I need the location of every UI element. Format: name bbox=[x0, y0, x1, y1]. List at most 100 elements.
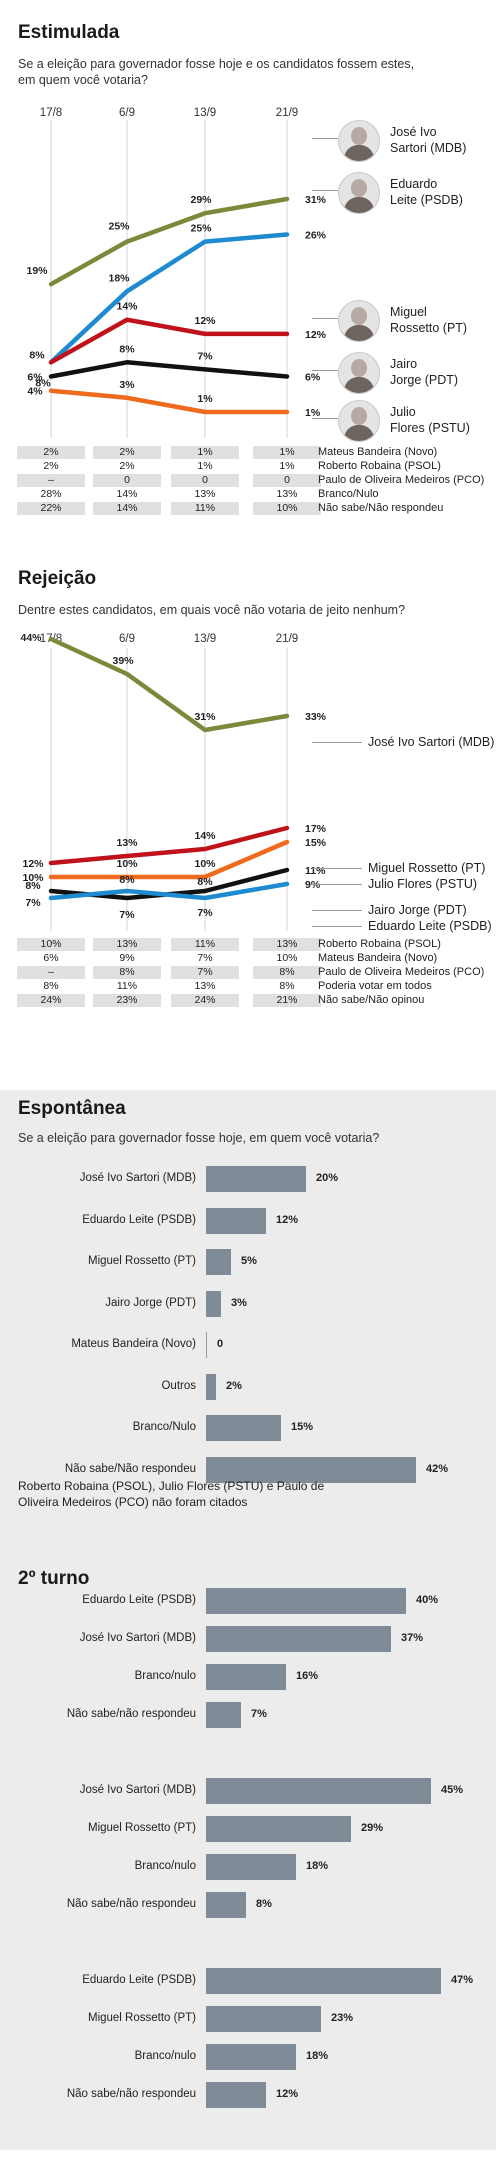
bar-value-eduardo-leite-psdb: 40% bbox=[416, 1594, 439, 1606]
table-cell: 8% bbox=[253, 980, 322, 993]
data-label-julio-flores-pstu-2: 10% bbox=[194, 858, 216, 870]
bar-nao-sabe-nao-respondeu bbox=[206, 1456, 416, 1483]
table-row: 24% 23% 24% 21% Não sabe/Não opinou bbox=[17, 994, 488, 1007]
data-label-julio-flores-pstu-3: 15% bbox=[305, 837, 327, 849]
bar-jose-ivo-sartori-mdb bbox=[206, 1626, 391, 1652]
data-label-eduardo-leite-psdb-2: 7% bbox=[197, 907, 213, 919]
bar-miguel-rossetto-pt bbox=[206, 2006, 321, 2032]
data-label-eduardo-leite-psdb-1: 8% bbox=[119, 874, 135, 886]
table-row-label: Roberto Robaina (PSOL) bbox=[318, 938, 441, 950]
data-label-julio-flores-pstu-2: 1% bbox=[197, 393, 213, 405]
table-cell: 0 bbox=[253, 474, 322, 487]
table-cell: 8% bbox=[253, 966, 322, 979]
bar-value-branco-nulo: 18% bbox=[306, 2050, 329, 2062]
candidate-name-line: Jairo bbox=[390, 357, 418, 371]
table-cell: – bbox=[17, 966, 86, 979]
data-label-eduardo-leite-psdb-1: 18% bbox=[108, 272, 130, 284]
data-label-julio-flores-pstu-1: 10% bbox=[116, 858, 138, 870]
bar-label-eduardo-leite-psdb: Eduardo Leite (PSDB) bbox=[82, 1594, 196, 1606]
bar-value-outros: 2% bbox=[226, 1379, 242, 1392]
table-row: –8% 7% 8% Paulo de Oliveira Medeiros (PCO) bbox=[17, 966, 488, 979]
x-label-21-9: 21/9 bbox=[276, 107, 298, 119]
candidate-name-line: Rossetto (PT) bbox=[390, 321, 468, 335]
data-label-julio-flores-pstu-3: 1% bbox=[305, 407, 321, 419]
bar-label-jose-ivo-sartori-mdb: José Ivo Sartori (MDB) bbox=[79, 1632, 196, 1644]
bar-branco-nulo bbox=[206, 1664, 286, 1690]
candidate-name-jose-ivo-sartori-mdb: José Ivo Sartori (MDB) bbox=[390, 124, 490, 156]
table-cell: 13% bbox=[253, 938, 322, 951]
bar-value-miguel-rossetto-pt: 23% bbox=[331, 2012, 354, 2024]
table-cell: 10% bbox=[17, 938, 86, 951]
bar-label-eduardo-leite-psdb: Eduardo Leite (PSDB) bbox=[82, 1213, 196, 1226]
candidate-name-julio-flores-pstu: Julio Flores (PSTU) bbox=[390, 404, 490, 436]
data-label-miguel-rossetto-pt-3: 12% bbox=[305, 329, 327, 341]
avatar-body-icon bbox=[344, 325, 374, 341]
table-cell: 0 bbox=[171, 474, 240, 487]
x-label-13-9: 13/9 bbox=[194, 633, 216, 645]
table-row-label: Mateus Bandeira (Novo) bbox=[318, 952, 438, 964]
data-label-miguel-rossetto-pt-2: 12% bbox=[194, 315, 216, 327]
candidate-name-miguel-rossetto-pt: Miguel Rossetto (PT) bbox=[390, 304, 490, 336]
series-line-julio-flores-pstu bbox=[48, 839, 290, 880]
data-label-julio-flores-pstu-1: 3% bbox=[119, 379, 135, 391]
avatar-miguel-rossetto-pt bbox=[338, 300, 380, 342]
table-row-label: Poderia votar em todos bbox=[318, 980, 432, 992]
table-cell: 10% bbox=[253, 502, 322, 515]
data-label-jose-ivo-sartori-mdb-0: 44% bbox=[20, 632, 42, 644]
table-row-label: Mateus Bandeira (Novo) bbox=[318, 446, 438, 458]
bar-label-miguel-rossetto-pt: Miguel Rossetto (PT) bbox=[87, 1822, 196, 1834]
bar-label-branco-nulo: Branco/Nulo bbox=[132, 1421, 196, 1433]
espontanea-note-line-2: Oliveira Medeiros (PCO) não foram citado… bbox=[18, 1495, 248, 1509]
table-cell: 21% bbox=[253, 994, 322, 1007]
avatar-body-icon bbox=[344, 197, 374, 213]
bar-label-jose-ivo-sartori-mdb: José Ivo Sartori (MDB) bbox=[79, 1172, 196, 1184]
candidate-name-jose-ivo-sartori-mdb: José Ivo Sartori (MDB) bbox=[368, 735, 495, 749]
candidate-name-line: José Ivo bbox=[390, 125, 437, 139]
bar-jose-ivo-sartori-mdb bbox=[206, 1166, 306, 1192]
avatar-head-icon bbox=[351, 359, 367, 377]
table-cell: 14% bbox=[93, 502, 162, 515]
data-label-jairo-jorge-pdt-2: 8% bbox=[197, 876, 213, 888]
bar-value-branco-nulo: 18% bbox=[306, 1860, 329, 1872]
data-label-miguel-rossetto-pt-0: 8% bbox=[29, 349, 45, 361]
avatar-body-icon bbox=[344, 425, 374, 441]
bar-value-miguel-rossetto-pt: 29% bbox=[361, 1822, 384, 1834]
bar-label-nao-sabe-nao-respondeu: Não sabe/Não respondeu bbox=[64, 1462, 196, 1475]
data-label-miguel-rossetto-pt-0: 12% bbox=[22, 858, 44, 870]
avatar-body-icon bbox=[344, 145, 374, 161]
bar-eduardo-leite-psdb bbox=[206, 1207, 266, 1234]
data-label-eduardo-leite-psdb-3: 26% bbox=[305, 230, 327, 242]
bar-label-miguel-rossetto-pt: Miguel Rossetto (PT) bbox=[87, 2012, 196, 2024]
candidate-name-julio-flores-pstu: Julio Flores (PSTU) bbox=[368, 877, 478, 891]
bar-value-mateus-bandeira-novo: 0 bbox=[217, 1338, 224, 1350]
table-row: 8% 11% 13% 8% Poderia votar em todos bbox=[17, 980, 488, 993]
bar-value-nao-sabe-nao-respondeu: 7% bbox=[251, 1708, 267, 1720]
data-label-jose-ivo-sartori-mdb-1: 39% bbox=[112, 655, 134, 667]
bar-value-jose-ivo-sartori-mdb: 45% bbox=[441, 1784, 464, 1796]
table-cell: 13% bbox=[253, 488, 322, 501]
bar-value-jose-ivo-sartori-mdb: 20% bbox=[316, 1172, 339, 1184]
table-cell: 13% bbox=[93, 938, 162, 951]
data-label-julio-flores-pstu-0: 10% bbox=[22, 872, 44, 884]
bar-nao-sabe-nao-respondeu bbox=[206, 1702, 241, 1728]
bar-value-eduardo-leite-psdb: 12% bbox=[276, 1213, 299, 1226]
avatar-jairo-jorge-pdt bbox=[338, 352, 380, 394]
x-label-6-9: 6/9 bbox=[119, 107, 135, 119]
table-row: 22% 14% 11% 10% Não sabe/Não respondeu bbox=[17, 502, 488, 515]
connector-julio-flores-pstu bbox=[312, 418, 338, 419]
data-label-jairo-jorge-pdt-1: 8% bbox=[119, 343, 135, 355]
series-line-eduardo-leite-psdb bbox=[48, 881, 290, 901]
bar-miguel-rossetto-pt bbox=[206, 1249, 231, 1275]
bar-value-branco-nulo: 15% bbox=[291, 1421, 314, 1433]
table-cell: 8% bbox=[93, 966, 162, 979]
bar-branco-nulo bbox=[206, 1415, 281, 1441]
bar-label-miguel-rossetto-pt: Miguel Rossetto (PT) bbox=[87, 1255, 196, 1267]
avatar-head-icon bbox=[351, 179, 367, 197]
bar-nao-sabe-nao-respondeu bbox=[206, 2082, 266, 2108]
candidate-name-line: Jorge (PDT) bbox=[390, 373, 459, 387]
bar-label-branco-nulo: Branco/nulo bbox=[134, 1860, 196, 1872]
data-label-jairo-jorge-pdt-2: 7% bbox=[197, 350, 213, 362]
table-cell: 9% bbox=[93, 952, 162, 965]
connector-eduardo-leite-psdb bbox=[312, 926, 362, 927]
rejeicao-question: Dentre estes candidatos, em quais você n… bbox=[18, 603, 406, 617]
